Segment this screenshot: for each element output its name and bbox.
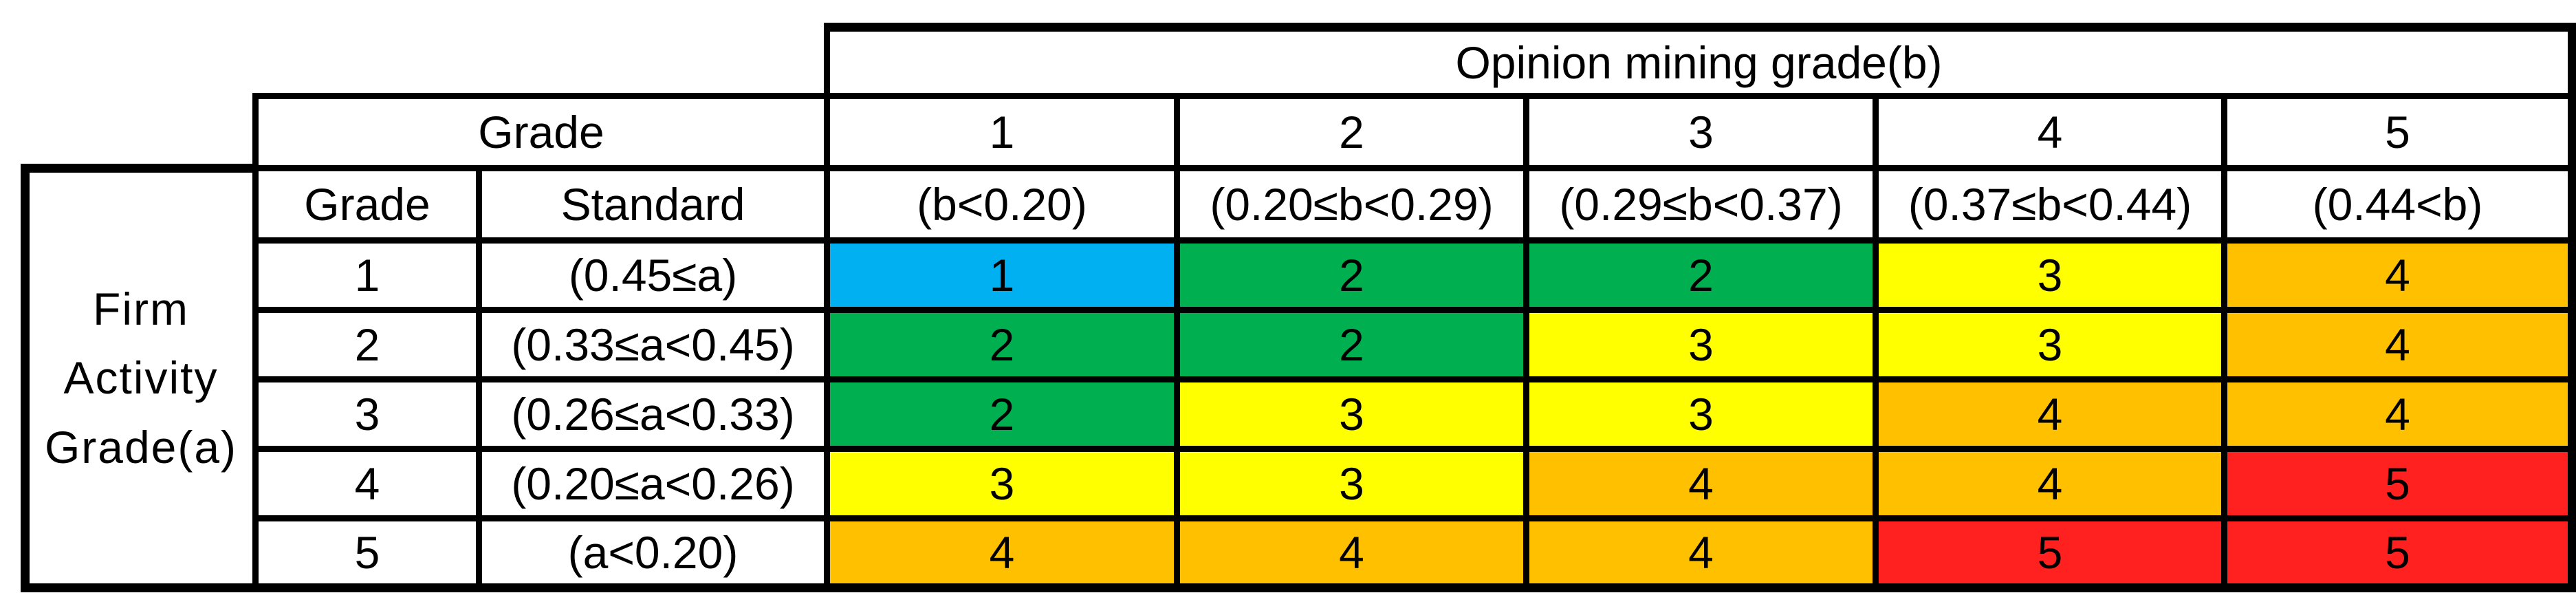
activity-grade: 1 — [252, 237, 482, 313]
activity-grade: 5 — [252, 515, 482, 592]
matrix-cell: 3 — [1523, 307, 1879, 382]
empty-corner-cell — [25, 96, 256, 169]
firm-activity-line-2: Activity — [63, 352, 219, 404]
grade-col-header: Grade — [252, 165, 482, 244]
activity-standard: (0.45≤a) — [476, 237, 830, 313]
opinion-grade-col-3: 3 — [1523, 93, 1879, 171]
activity-row-3: 3 (0.26≤a<0.33) 2 3 3 4 4 — [25, 376, 2576, 452]
matrix-cell: 2 — [1523, 237, 1879, 313]
matrix-cell: 4 — [1873, 446, 2227, 521]
matrix-cell: 5 — [2221, 515, 2576, 592]
activity-row-4: 4 (0.20≤a<0.26) 3 3 4 4 5 — [25, 446, 2576, 521]
firm-activity-line-3: Grade(a) — [44, 421, 238, 473]
matrix-cell: 3 — [1174, 446, 1529, 521]
grade-matrix-table: Opinion mining grade(b) Grade 1 2 3 4 5 … — [21, 23, 2576, 592]
opinion-grade-col-5: 5 — [2221, 93, 2576, 171]
activity-row-1: 1 (0.45≤a) 1 2 2 3 4 — [25, 237, 2576, 313]
matrix-cell: 5 — [2221, 446, 2576, 521]
header-row-opinion: Opinion mining grade(b) — [25, 23, 2576, 99]
opinion-range-2: (0.20≤b<0.29) — [1174, 165, 1529, 244]
opinion-range-3: (0.29≤b<0.37) — [1523, 165, 1879, 244]
firm-activity-axis-label: Firm Activity Grade(a) — [21, 164, 259, 592]
opinion-mining-header: Opinion mining grade(b) — [824, 23, 2576, 99]
header-row-grades: Grade 1 2 3 4 5 — [25, 93, 2576, 171]
standard-col-header: Standard — [476, 165, 830, 244]
firm-activity-line-1: Firm — [93, 283, 189, 335]
matrix-cell: 1 — [824, 237, 1180, 313]
matrix-cell: 4 — [2221, 307, 2576, 382]
matrix-cell: 4 — [824, 515, 1180, 592]
activity-standard: (0.26≤a<0.33) — [476, 376, 830, 452]
header-row-standards: Firm Activity Grade(a) Grade Standard (b… — [21, 164, 2576, 592]
matrix-cell: 4 — [1523, 515, 1879, 592]
matrix-cell: 3 — [1873, 237, 2227, 313]
activity-grade: 2 — [252, 307, 482, 382]
matrix-cell: 3 — [1174, 376, 1529, 452]
matrix-cell: 3 — [1523, 376, 1879, 452]
activity-row-2: 2 (0.33≤a<0.45) 2 2 3 3 4 — [25, 307, 2576, 382]
matrix-cell: 2 — [824, 307, 1180, 382]
matrix-cell: 3 — [1873, 307, 2227, 382]
activity-standard: (0.20≤a<0.26) — [476, 446, 830, 521]
matrix-cell: 4 — [1873, 376, 2227, 452]
activity-grade: 4 — [252, 446, 482, 521]
activity-standard: (0.33≤a<0.45) — [476, 307, 830, 382]
grade-span-header: Grade — [252, 93, 830, 171]
opinion-grade-col-4: 4 — [1873, 93, 2227, 171]
matrix-cell: 5 — [1873, 515, 2227, 592]
opinion-range-4: (0.37≤b<0.44) — [1873, 165, 2227, 244]
matrix-cell: 4 — [2221, 237, 2576, 313]
empty-top-left-region — [25, 27, 827, 96]
matrix-cell: 2 — [824, 376, 1180, 452]
opinion-range-1: (b<0.20) — [824, 165, 1180, 244]
opinion-grade-col-1: 1 — [824, 93, 1180, 171]
matrix-cell: 2 — [1174, 237, 1529, 313]
matrix-cell: 4 — [1174, 515, 1529, 592]
opinion-grade-col-2: 2 — [1174, 93, 1529, 171]
matrix-cell: 3 — [824, 446, 1180, 521]
activity-row-5: 5 (a<0.20) 4 4 4 5 5 — [25, 515, 2576, 592]
activity-standard: (a<0.20) — [476, 515, 830, 592]
matrix-cell: 2 — [1174, 307, 1529, 382]
matrix-cell: 4 — [1523, 446, 1879, 521]
opinion-range-5: (0.44<b) — [2221, 165, 2576, 244]
matrix-cell: 4 — [2221, 376, 2576, 452]
activity-grade: 3 — [252, 376, 482, 452]
